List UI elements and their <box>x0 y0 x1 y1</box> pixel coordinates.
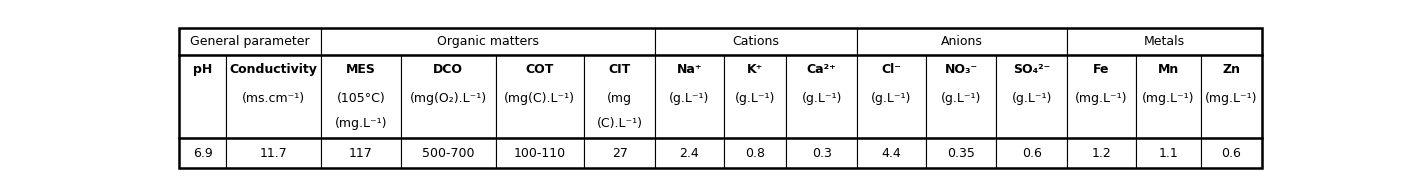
Text: (mg.L⁻¹): (mg.L⁻¹) <box>335 117 387 130</box>
Text: (mg.L⁻¹): (mg.L⁻¹) <box>1142 92 1195 105</box>
Bar <box>655 138 724 168</box>
Text: Na⁺: Na⁺ <box>676 63 702 76</box>
Text: DCO: DCO <box>433 63 464 76</box>
Text: Conductivity: Conductivity <box>229 63 318 76</box>
Text: SO₄²⁻: SO₄²⁻ <box>1014 63 1050 76</box>
Bar <box>655 55 724 138</box>
Bar <box>724 55 786 138</box>
Bar <box>1136 55 1201 138</box>
Text: 27: 27 <box>612 147 627 160</box>
Text: 100-110: 100-110 <box>513 147 567 160</box>
Text: (105°C): (105°C) <box>336 92 385 105</box>
Text: pH: pH <box>193 63 212 76</box>
Text: (mg.L⁻¹): (mg.L⁻¹) <box>1076 92 1128 105</box>
Bar <box>997 55 1067 138</box>
Text: 11.7: 11.7 <box>260 147 287 160</box>
Text: (mg(C).L⁻¹): (mg(C).L⁻¹) <box>505 92 575 105</box>
Bar <box>401 55 495 138</box>
Text: General parameter: General parameter <box>190 35 309 48</box>
Bar <box>925 55 997 138</box>
Bar <box>1067 138 1136 168</box>
Bar <box>858 138 925 168</box>
Bar <box>997 138 1067 168</box>
Text: CIT: CIT <box>609 63 631 76</box>
Bar <box>321 138 401 168</box>
Text: 2.4: 2.4 <box>679 147 699 160</box>
Text: 0.6: 0.6 <box>1222 147 1241 160</box>
Text: 0.3: 0.3 <box>811 147 831 160</box>
Text: Cl⁻: Cl⁻ <box>882 63 901 76</box>
Text: (mg.L⁻¹): (mg.L⁻¹) <box>1205 92 1258 105</box>
Text: (g.L⁻¹): (g.L⁻¹) <box>669 92 710 105</box>
Text: NO₃⁻: NO₃⁻ <box>945 63 977 76</box>
Bar <box>401 138 495 168</box>
Text: 0.6: 0.6 <box>1022 147 1042 160</box>
Bar <box>495 55 583 138</box>
Bar <box>1201 138 1263 168</box>
Text: 500-700: 500-700 <box>422 147 475 160</box>
Text: (g.L⁻¹): (g.L⁻¹) <box>941 92 981 105</box>
Text: Fe: Fe <box>1094 63 1109 76</box>
Bar <box>655 28 858 55</box>
Text: COT: COT <box>526 63 554 76</box>
Bar <box>583 138 655 168</box>
Bar <box>321 55 401 138</box>
Text: Ca²⁺: Ca²⁺ <box>807 63 837 76</box>
Bar <box>1201 55 1263 138</box>
Bar <box>786 55 858 138</box>
Text: (mg(O₂).L⁻¹): (mg(O₂).L⁻¹) <box>409 92 486 105</box>
Text: 4.4: 4.4 <box>882 147 901 160</box>
Bar <box>321 28 655 55</box>
Text: (g.L⁻¹): (g.L⁻¹) <box>1012 92 1052 105</box>
Bar <box>858 28 1067 55</box>
Text: (g.L⁻¹): (g.L⁻¹) <box>801 92 842 105</box>
Text: 1.2: 1.2 <box>1091 147 1111 160</box>
Text: Mn: Mn <box>1157 63 1178 76</box>
Bar <box>724 138 786 168</box>
Bar <box>226 138 321 168</box>
Text: (C).L⁻¹): (C).L⁻¹) <box>596 117 643 130</box>
Bar <box>583 55 655 138</box>
Bar <box>1136 138 1201 168</box>
Text: Cations: Cations <box>733 35 779 48</box>
Text: 0.35: 0.35 <box>948 147 974 160</box>
Text: (ms.cm⁻¹): (ms.cm⁻¹) <box>242 92 305 105</box>
Text: 1.1: 1.1 <box>1159 147 1178 160</box>
Text: 6.9: 6.9 <box>193 147 212 160</box>
Bar <box>179 55 226 138</box>
Text: Anions: Anions <box>941 35 983 48</box>
Text: Organic matters: Organic matters <box>437 35 538 48</box>
Text: 0.8: 0.8 <box>745 147 765 160</box>
Text: Metals: Metals <box>1144 35 1185 48</box>
Bar <box>495 138 583 168</box>
Bar <box>858 55 925 138</box>
Text: (g.L⁻¹): (g.L⁻¹) <box>872 92 911 105</box>
Bar <box>179 28 321 55</box>
Bar <box>786 138 858 168</box>
Bar <box>226 55 321 138</box>
Bar <box>1067 55 1136 138</box>
Text: (mg: (mg <box>607 92 633 105</box>
Bar <box>1067 28 1263 55</box>
Text: K⁺: K⁺ <box>747 63 763 76</box>
Text: Zn: Zn <box>1222 63 1240 76</box>
Text: (g.L⁻¹): (g.L⁻¹) <box>735 92 775 105</box>
Bar <box>179 138 226 168</box>
Bar <box>925 138 997 168</box>
Text: MES: MES <box>346 63 375 76</box>
Text: 117: 117 <box>349 147 373 160</box>
